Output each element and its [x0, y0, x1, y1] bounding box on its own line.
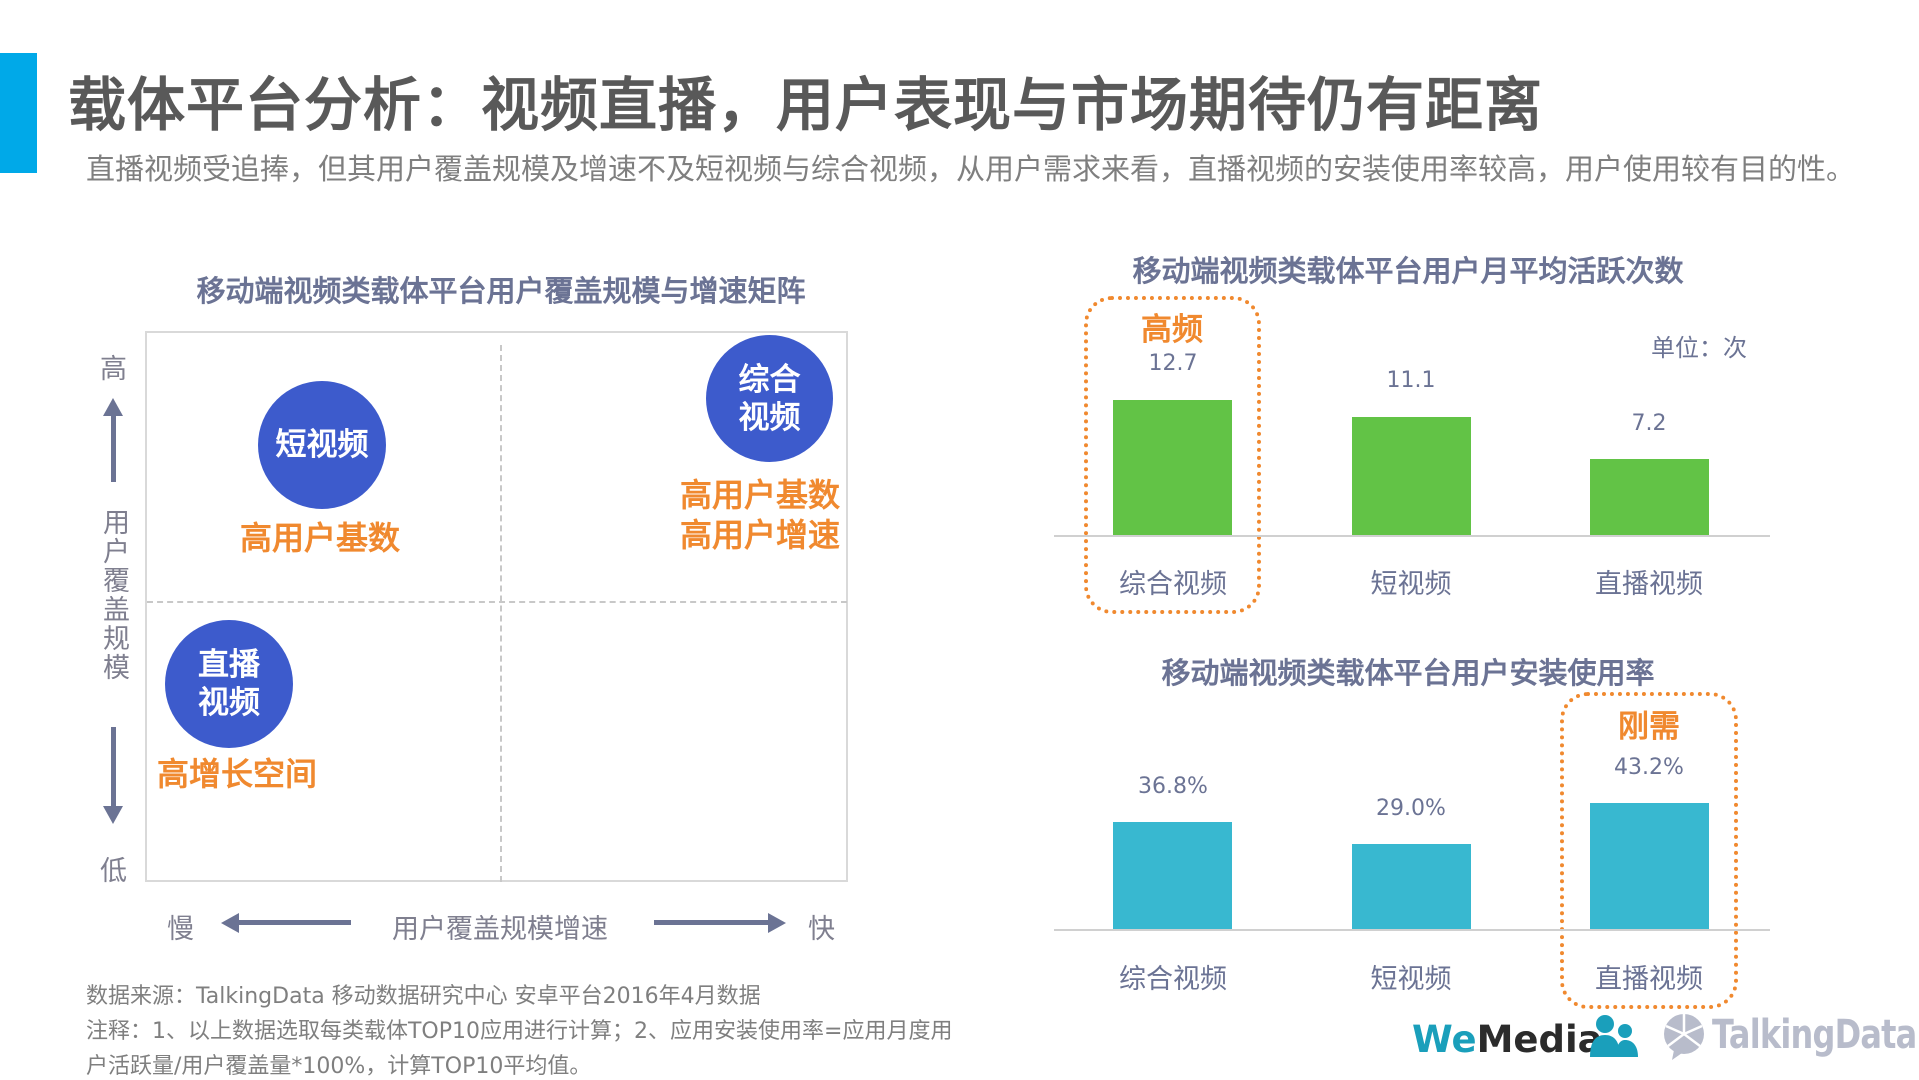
chart2-highlight-box	[1560, 692, 1738, 1009]
chart2-value: 29.0%	[1376, 796, 1446, 821]
chart2-category: 直播视频	[1595, 964, 1703, 995]
chart2-bar-live	[1590, 803, 1709, 929]
bubble-short-video: 短视频	[258, 381, 386, 509]
chart2-value: 43.2%	[1614, 755, 1684, 780]
chart1-baseline	[1054, 535, 1770, 537]
page-subtitle: 直播视频受追捧，但其用户覆盖规模及增速不及短视频与综合视频，从用户需求来看，直播…	[86, 152, 1856, 186]
wemedia-logo: WeMedia	[1412, 1018, 1603, 1061]
y-axis-up-arrow	[111, 414, 116, 482]
wemedia-logo-media: Media	[1476, 1018, 1603, 1061]
x-axis-label: 用户覆盖规模增速	[392, 914, 608, 945]
chart1-bar-comprehensive	[1113, 400, 1232, 536]
wemedia-logo-we: We	[1412, 1018, 1477, 1061]
talkingdata-logo: TalkingData	[1712, 1012, 1917, 1058]
accent-bar	[0, 53, 37, 173]
chart2-category: 短视频	[1370, 964, 1452, 995]
chart2-highlight-label: 刚需	[1618, 709, 1680, 745]
note-line-2: 户活跃量/用户覆盖量*100%，计算TOP10平均值。	[86, 1054, 592, 1079]
chart1-bar-live	[1590, 459, 1709, 536]
arrow-down-icon	[103, 806, 123, 824]
bubble-label: 短视频	[275, 427, 369, 463]
chart1-value: 7.2	[1631, 411, 1667, 436]
bubble-tag-comprehensive-line2: 高用户增速	[680, 516, 841, 554]
chart2-baseline	[1054, 929, 1770, 931]
chart2-bar-comprehensive	[1113, 822, 1232, 929]
bubble-tag-comprehensive-line1: 高用户基数	[680, 476, 841, 514]
x-axis-slow: 慢	[167, 914, 194, 945]
arrow-left-icon	[221, 913, 239, 933]
chart1-highlight-box	[1084, 296, 1261, 614]
chart2-title: 移动端视频类载体平台用户安装使用率	[1161, 656, 1655, 690]
chart1-value: 12.7	[1148, 351, 1198, 376]
chart2-bar-short	[1352, 844, 1471, 929]
chart2-value: 36.8%	[1138, 774, 1208, 799]
chart1-unit: 单位：次	[1651, 334, 1747, 362]
matrix-title: 移动端视频类载体平台用户覆盖规模与增速矩阵	[196, 274, 806, 308]
chart1-category: 综合视频	[1119, 569, 1227, 600]
bubble-comprehensive-video: 综合视频	[706, 335, 833, 462]
page-title: 载体平台分析：视频直播，用户表现与市场期待仍有距离	[68, 71, 1544, 139]
matrix-horizontal-divider	[147, 601, 847, 603]
y-axis-down-arrow	[111, 727, 116, 807]
data-source: 数据来源：TalkingData 移动数据研究中心 安卓平台2016年4月数据	[86, 984, 761, 1009]
bubble-label: 直播视频	[198, 647, 260, 721]
bubble-live-video: 直播视频	[165, 620, 293, 748]
y-axis-label: 用户覆盖规模	[98, 508, 129, 682]
chart1-category: 短视频	[1370, 569, 1452, 600]
bubble-tag-live-video: 高增长空间	[157, 755, 318, 793]
arrow-right-icon	[768, 913, 786, 933]
y-axis-high: 高	[100, 354, 127, 385]
x-axis-right-arrow	[654, 920, 769, 925]
chart2-plot	[1054, 700, 1770, 929]
x-axis-fast: 快	[808, 914, 835, 945]
chart1-category: 直播视频	[1595, 569, 1703, 600]
note-line-1: 注释：1、以上数据选取每类载体TOP10应用进行计算；2、应用安装使用率=应用月…	[86, 1019, 953, 1044]
bubble-label: 综合视频	[738, 361, 801, 436]
x-axis-left-arrow	[238, 920, 351, 925]
chart2-category: 综合视频	[1119, 964, 1227, 995]
talkingdata-logo-icon	[1664, 1014, 1704, 1060]
chart1-highlight-label: 高频	[1141, 312, 1203, 348]
arrow-up-icon	[103, 398, 123, 416]
matrix-frame	[145, 331, 848, 882]
bubble-tag-short-video: 高用户基数	[240, 519, 401, 557]
chart1-title: 移动端视频类载体平台用户月平均活跃次数	[1132, 254, 1684, 288]
chart1-plot	[1054, 265, 1770, 536]
users-icon	[1590, 1015, 1638, 1057]
chart1-value: 11.1	[1386, 368, 1436, 393]
chart1-bar-short	[1352, 417, 1471, 536]
y-axis-low: 低	[100, 856, 127, 887]
matrix-vertical-divider	[500, 345, 502, 882]
